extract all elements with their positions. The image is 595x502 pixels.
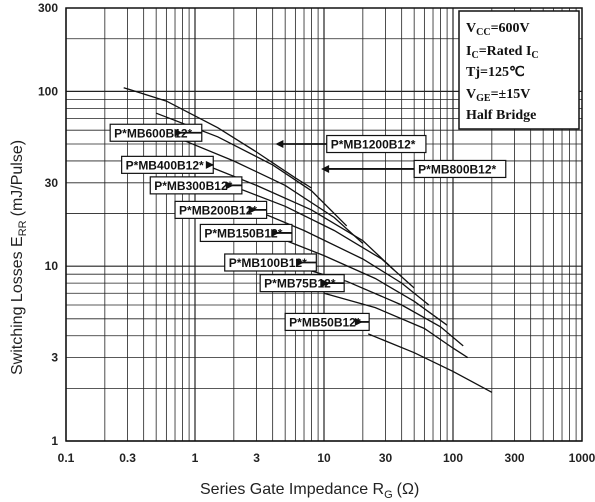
- series-line: [323, 292, 469, 359]
- x-tick-label: 10: [317, 451, 331, 465]
- x-tick-label: 0.1: [58, 451, 75, 465]
- series-label: P*MB800B12*: [321, 159, 507, 179]
- plot-frame: [65, 7, 583, 442]
- x-tick-label: 1: [192, 451, 199, 465]
- series-line: [367, 333, 493, 393]
- series-label: P*MB300B12*: [149, 176, 243, 195]
- x-axis-title: Series Gate Impedance RG (Ω): [200, 481, 419, 501]
- svg-text:VCC=600V: VCC=600V: [466, 21, 530, 38]
- svg-text:P*MB100B12*: P*MB100B12*: [229, 256, 307, 270]
- svg-text:P*MB50B12*: P*MB50B12*: [289, 315, 361, 329]
- y-tick-label: 100: [38, 84, 58, 98]
- series-label: P*MB200B12*: [174, 200, 268, 219]
- svg-text:P*MB200B12*: P*MB200B12*: [179, 203, 257, 217]
- y-tick-label: 30: [45, 176, 59, 190]
- svg-text:P*MB300B12*: P*MB300B12*: [154, 179, 232, 193]
- svg-text:P*MB150B12*: P*MB150B12*: [204, 226, 282, 240]
- svg-text:P*MB400B12*: P*MB400B12*: [126, 158, 204, 172]
- svg-text:Half Bridge: Half Bridge: [466, 108, 536, 123]
- y-axis-title: Switching Losses ERR(mJ/Pulse): [9, 140, 29, 375]
- series-label: P*MB100B12*: [224, 253, 317, 272]
- x-tick-label: 30: [379, 451, 393, 465]
- y-tick-label: 300: [38, 1, 58, 15]
- x-tick-label: 0.3: [119, 451, 136, 465]
- svg-text:IC=Rated IC: IC=Rated IC: [466, 44, 539, 61]
- series-label: P*MB75B12*: [259, 274, 345, 293]
- series-line: [217, 179, 415, 289]
- series-label: P*MB50B12*: [284, 312, 370, 332]
- x-tick-label: 100: [443, 451, 463, 465]
- x-tick-label: 1000: [569, 451, 595, 465]
- series-label: P*MB1200B12*: [275, 134, 427, 154]
- x-tick-label: 3: [253, 451, 260, 465]
- svg-text:P*MB1200B12*: P*MB1200B12*: [331, 138, 416, 152]
- svg-text:Tj=125℃: Tj=125℃: [466, 65, 525, 80]
- svg-text:VGE=±15V: VGE=±15V: [466, 87, 530, 104]
- series-line: [123, 87, 312, 189]
- svg-text:P*MB800B12*: P*MB800B12*: [418, 162, 496, 176]
- series-line: [174, 136, 364, 244]
- conditions-box: VCC=600V IC=Rated IC Tj=125℃ VGE=±15V Ha…: [458, 10, 580, 130]
- svg-text:P*MB600B12*: P*MB600B12*: [114, 126, 192, 140]
- series-label: P*MB400B12*: [121, 155, 214, 174]
- tick-labels: 0.1 0.3 1 3 10 30 100 300 1000 1 3 10 30 100 300: [38, 1, 595, 465]
- series-label: P*MB150B12*: [199, 223, 293, 243]
- series-line: [246, 205, 430, 306]
- series-label: P*MB600B12*: [109, 123, 203, 142]
- series-line: [272, 234, 448, 326]
- y-tick-label: 3: [51, 351, 58, 365]
- callouts: P*MB600B12* P*MB1200B12* P*MB400B12* P*MB80…: [109, 123, 507, 332]
- svg-text:P*MB75B12*: P*MB75B12*: [264, 277, 336, 291]
- y-tick-label: 10: [45, 259, 59, 273]
- x-tick-label: 300: [505, 451, 525, 465]
- y-tick-label: 1: [51, 434, 58, 448]
